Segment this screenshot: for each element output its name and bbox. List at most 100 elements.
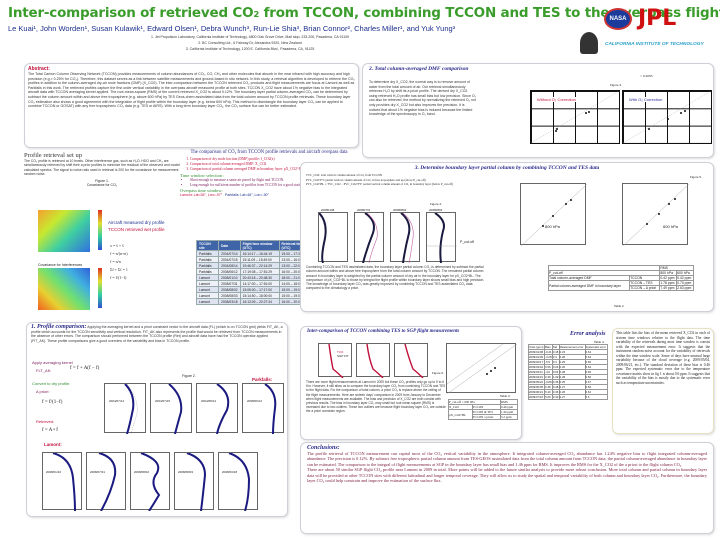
plot-title: Without O₂ Correction [537, 97, 576, 102]
colorbar [98, 210, 102, 250]
fit-ak-label: FLT_AK: [36, 368, 52, 373]
table-row: Partial column-averaged DMF in boundary … [547, 280, 694, 291]
comparison-list: Comparison of dry mole fraction (DMF) pr… [180, 157, 358, 172]
time-window-list: Short enough to measure a same air parce… [180, 178, 358, 188]
convert-dry-label: Convert to dry profile: [32, 381, 71, 386]
cov-co2-title: Covariance for CO₂ [86, 183, 118, 188]
total-column-text: To determine dry X_CO2, the normal way i… [369, 80, 476, 117]
conclusions-text-2: There are about 50 similar SGP flight CO… [307, 467, 707, 484]
table-row: TCCON a priori 5.2 ppm [449, 414, 518, 420]
profile-plot-parkfalls: 2004/07/14 [104, 383, 146, 435]
table-2-label: Table 2. [614, 304, 625, 308]
comparison-section: The comparison of CO₂ from TCCON profile… [180, 150, 358, 197]
figure-5-label: Figure 5. [690, 175, 702, 179]
profile-plot-lamont: 2008/03/18 [218, 452, 258, 512]
abstract-text: The Total Carbon Column Observing Networ… [28, 72, 355, 109]
profile-plot-parkfalls: 2004/08/14 [196, 383, 238, 435]
profile-plot-lamont: 2008/08/02 [130, 452, 170, 512]
scatter-without-o2: Without O₂ Correction [530, 90, 620, 144]
o2-formula: × 0.2095 [640, 74, 653, 78]
profile-setup-text: The CO₂ profile is retrieved at 10 level… [24, 159, 180, 176]
time-window-heading: Time window selection : [180, 173, 225, 178]
cov-interf-title: Covariance for Interferences [38, 263, 83, 267]
time-window-bullet: Long enough for sufficient number of pro… [190, 183, 358, 188]
caltech-logo-text: CALIFORNIA INSTITUTE OF TECHNOLOGY [605, 42, 704, 47]
plot-title: With O₂ Correction [629, 97, 663, 102]
covariance-co2-heatmap [38, 210, 90, 252]
figure-1-label: Figure 1. [95, 179, 109, 184]
colorbar [98, 268, 102, 308]
table-row: X_CO2 TCCON 0.46 ppm [448, 404, 518, 410]
abstract-panel: Abstract: The Total Carbon Column Observ… [24, 63, 359, 148]
profile-setup-section: Profile retrieval set up The CO₂ profile… [24, 152, 180, 187]
abstract-heading: Abstract: [28, 66, 50, 72]
retrieved-label: Retrieved: [36, 419, 55, 424]
pcutoff-label: P_cut-off [460, 240, 474, 244]
retrieved-equation: f = A • f [42, 428, 58, 433]
lamont-label: Lamont: [44, 442, 62, 447]
figure-3-label: Figure 3. [610, 83, 622, 87]
parkfalls-location: Parkfalls: Lat=46°, Lon=-90° [225, 192, 269, 197]
conclusions-heading: Conclusions: [307, 445, 340, 451]
sgp-profile-plot [394, 343, 428, 379]
figure-4-label: Figure 4. [430, 202, 442, 206]
overpass-heading: Overpass time window: [180, 187, 223, 193]
table-row: 2009/02/17 -5.5 0.3 0.25 0.66 [527, 359, 609, 365]
affiliation-1: 1. Jet Propulsion Laboratory, California… [151, 35, 349, 39]
profile-comparison-heading: 1. Profile comparison: [31, 324, 87, 330]
caltech-seal-icon [580, 32, 598, 54]
sgp-scatter [446, 333, 518, 395]
boundary-profile-plot: 20080802 [390, 208, 420, 264]
sgp-rms-table: P_cut-off = 600 hPa RMS X_CO2 TCCON 0.46 pp… [447, 399, 518, 420]
table-header: TCCON site [195, 240, 220, 251]
figure-6-label: Figure 6. [432, 371, 444, 375]
apply-ak-label: Apply averaging kernel [32, 360, 73, 365]
error-analysis-heading: Error analysis [570, 331, 606, 337]
a-priori-label: A priori: [36, 389, 50, 394]
boundary-layer-heading: 3. Determine boundary layer partial colu… [414, 165, 600, 171]
affiliation-3: 3. California Institute of Technology, 1… [185, 47, 315, 51]
a-priori-equation: f = f/(1−f) [42, 400, 63, 405]
table-row: 2009/04/01 0.39 1.09 0.28 0.66 [527, 374, 609, 380]
table-row: TCCON – A priori 7.49 ppm 2.63 ppm [549, 285, 694, 291]
total-column-heading: 2. Total column-averaged DMF comparison [369, 66, 469, 72]
profile-plot-lamont: 2008/07/31 [86, 452, 126, 512]
legend-aircraft: Aircraft measured dry profile [108, 220, 165, 225]
table-4-label: Table 4. [594, 340, 605, 344]
poster-title: Inter-comparison of retrieved CO₂ from T… [8, 5, 720, 21]
boundary-profile-plot: 20080731 [354, 208, 384, 264]
affiliation-2: 2. BC Consulting Ltd., 6 Fairway Dr, Ale… [198, 41, 302, 45]
jpl-logo: JPL [638, 6, 677, 31]
scatter-800hpa: 800 hPa [520, 183, 588, 247]
comparison-item: Comparison of dry mole fraction (DMF) pr… [190, 157, 358, 162]
sgp-heading: Inter-comparison of TCCON combining TES … [307, 329, 460, 334]
profile-plot-lamont: 2008/01/10 [42, 452, 82, 512]
covariance-interference-heatmap [38, 268, 90, 310]
figure-2-label: Figure 2. [182, 374, 196, 378]
sgp-profile-plot [356, 343, 390, 379]
lamont-location: Lamont: Lat=36°, Lon=-97° [180, 192, 223, 197]
error-table: Units (ppm) Bias Std Measurement error Syste… [527, 344, 609, 400]
table-row: pX_CO2^BL TCCON & TES 1.46 ppm [448, 409, 518, 420]
legend-tccon: TCCON retrieved wet profile [108, 227, 165, 232]
time-window-bullet: Short enough to measure a same air parce… [190, 178, 358, 183]
parkfalls-label: Parkfalls: [252, 377, 273, 382]
boundary-definitions: TVC_CO2: total vertical column amount of… [306, 173, 454, 186]
author-list: Le Kuai¹, John Worden¹, Susan Kulawik¹, … [8, 24, 456, 33]
comparison-item: Comparison of total column-averaged DMF:… [190, 162, 358, 167]
table-row: 2009/07/16 5.69 0.33 0.27 0.6 [527, 394, 609, 400]
conclusions-panel: Conclusions: The profile retrieval of TC… [300, 442, 714, 534]
boundary-layer-text: Combining TCCON and TES assimilated data… [306, 265, 485, 291]
profile-setup-heading: Profile retrieval set up [24, 152, 82, 159]
conclusions-text-1: The profile retrieval of TCCON measureme… [307, 451, 707, 467]
boundary-profile-plot: 20080803 [426, 208, 457, 264]
boundary-profile-plot: 20080108 [318, 208, 348, 264]
scatter-600hpa: 600 hPa [622, 183, 690, 247]
table-3-label: Table 3. [500, 394, 511, 398]
comparison-heading: The comparison of CO₂ from TCCON profile… [190, 150, 348, 155]
rms-table: RMS P_cut-off 800 hPa 600 hPa Total column… [547, 265, 694, 291]
error-analysis-text: This table lists the bias of the mean re… [612, 328, 714, 434]
sgp-profile-plot: TCO SGP FIT [318, 343, 352, 379]
profile-comparison-text: Applying the averaging kernel and a prio… [31, 325, 283, 343]
